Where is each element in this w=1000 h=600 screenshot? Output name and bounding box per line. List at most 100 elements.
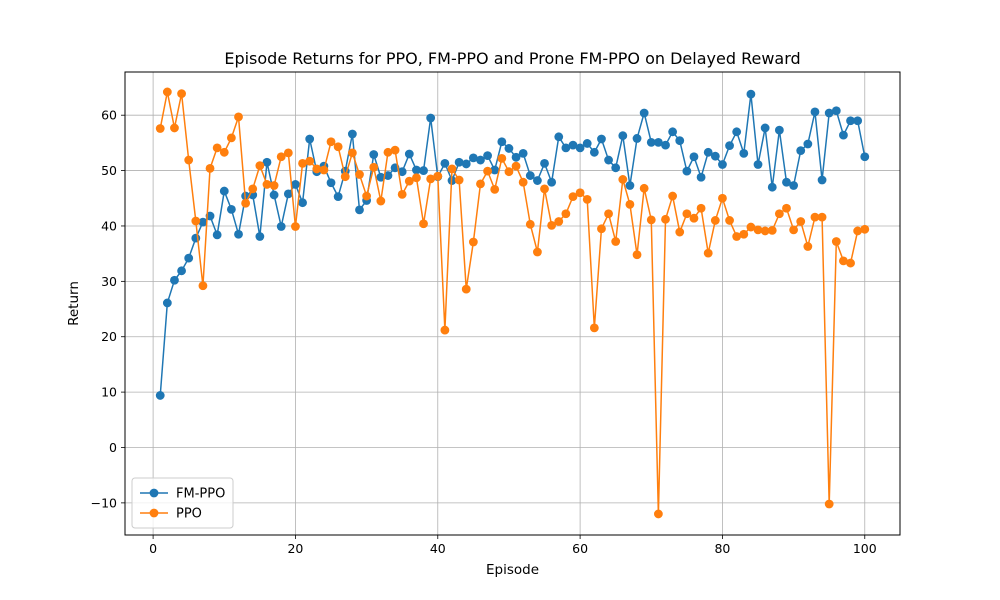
data-point [589,323,599,333]
data-point [732,232,742,241]
data-point [639,183,649,193]
data-point [582,194,592,204]
data-point [248,184,258,194]
y-tick-label: 30 [101,274,117,289]
data-point [212,230,222,240]
series-fm-ppo [155,89,870,400]
y-axis-label: Return [66,281,82,326]
axis-ticks: 0 20 40 60 80 100 −10 0 10 20 30 40 50 60 [91,108,877,556]
data-point [184,253,194,263]
data-point [504,167,514,177]
data-point [426,113,436,123]
data-point [291,222,300,231]
data-point [347,129,357,139]
data-point [568,140,578,150]
data-point [376,172,386,182]
data-point [177,266,186,276]
data-point [774,125,784,135]
data-point [305,134,315,144]
data-point [760,123,770,133]
data-point [661,214,670,224]
legend: FM-PPO PPO [131,477,234,529]
data-point [824,499,834,509]
x-tick-label: 100 [853,541,877,556]
data-point [305,156,315,166]
data-point [440,158,450,168]
data-point [718,160,727,169]
data-point [575,143,585,153]
data-point [347,148,357,158]
data-point [774,209,784,219]
data-point [554,217,564,226]
data-point [397,190,407,199]
data-point [276,222,286,231]
data-point [703,147,713,157]
data-point [767,225,777,235]
data-point [461,284,471,294]
x-axis-label: Episode [486,562,539,578]
data-point [454,175,464,185]
data-point [255,232,265,241]
data-point [476,155,485,165]
data-point [817,212,827,222]
data-point [155,391,165,400]
data-point [646,137,656,147]
y-tick-label: 40 [101,218,117,233]
data-point [468,153,478,163]
data-point [540,158,549,168]
data-point [234,229,243,239]
y-tick-label: 50 [101,163,117,178]
data-point [831,237,841,246]
data-point [710,216,720,225]
y-tick-label: 10 [101,385,117,400]
data-point [675,136,685,146]
data-point [568,192,578,202]
grid [125,72,900,535]
data-point [426,174,436,184]
data-point [618,175,628,184]
data-point [497,154,507,163]
y-tick-label: 20 [101,329,117,344]
data-point [618,131,628,141]
data-point [746,222,756,232]
legend-label: FM-PPO [176,487,225,502]
data-point [319,165,329,175]
data-point [412,173,421,183]
series-layer [155,87,870,519]
data-point [511,161,521,171]
data-point [241,198,251,208]
data-point [333,142,343,152]
data-point [298,158,307,168]
data-point [739,149,749,158]
data-point [212,143,222,153]
data-point [454,157,464,167]
data-point [810,212,820,222]
data-point [419,166,428,175]
data-point [333,192,343,202]
data-point [540,184,549,194]
data-point [184,155,194,165]
data-point [589,147,599,157]
data-point [269,181,279,190]
data-point [404,176,414,186]
data-point [518,177,528,187]
legend-item: PPO [140,507,202,522]
series-ppo [155,87,870,519]
data-point [839,256,848,266]
data-point [191,233,201,243]
legend-marker [149,488,159,498]
data-point [533,247,542,257]
data-point [824,108,834,118]
data-point [198,217,208,227]
x-tick-label: 40 [430,541,446,556]
data-point [696,203,706,213]
data-point [746,89,756,99]
data-point [283,148,293,158]
series-line [159,93,866,396]
data-point [839,130,848,140]
data-point [753,160,763,169]
data-point [525,219,535,229]
data-point [397,167,407,177]
data-point [604,155,613,165]
plot-area-frame [124,71,901,536]
